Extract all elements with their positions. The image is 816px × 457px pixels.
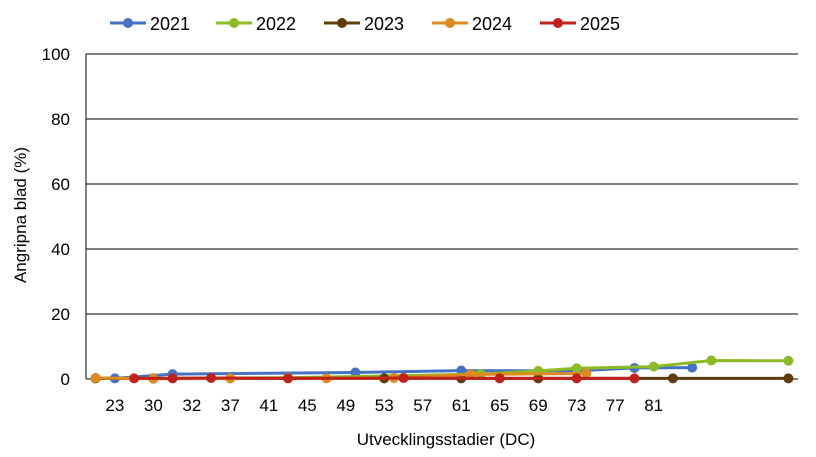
- x-tick-label: 41: [259, 396, 278, 415]
- data-point: [783, 373, 794, 384]
- y-tick-label: 0: [61, 370, 70, 389]
- x-tick-label: 57: [413, 396, 432, 415]
- x-tick-label: 61: [452, 396, 471, 415]
- legend-item-2025: 2025: [540, 14, 620, 34]
- chart-series: [90, 355, 794, 384]
- chart-gridlines: [86, 53, 798, 315]
- data-point: [571, 363, 582, 374]
- data-point: [648, 361, 659, 372]
- data-point: [398, 373, 409, 384]
- data-point: [129, 373, 140, 384]
- x-tick-label: 65: [490, 396, 509, 415]
- x-tick-label: 77: [606, 396, 625, 415]
- y-axis-title: Angripna blad (%): [11, 147, 30, 283]
- legend-marker: [445, 18, 455, 28]
- legend-marker: [337, 18, 347, 28]
- data-point: [90, 373, 101, 384]
- data-point: [629, 373, 640, 384]
- legend-item-2024: 2024: [432, 14, 512, 34]
- y-tick-label: 40: [51, 240, 70, 259]
- y-tick-label: 20: [51, 305, 70, 324]
- legend-item-2022: 2022: [216, 14, 296, 34]
- y-tick-label: 80: [51, 110, 70, 129]
- legend-marker: [553, 18, 563, 28]
- data-point: [494, 373, 505, 384]
- chart-legend: 2021 2022 2023 2024 2025: [110, 14, 620, 34]
- x-tick-label: 23: [105, 396, 124, 415]
- series-2025: [129, 373, 640, 384]
- legend-label: 2022: [256, 14, 296, 34]
- x-tick-label: 49: [336, 396, 355, 415]
- data-point: [571, 373, 582, 384]
- legend-marker: [123, 18, 133, 28]
- legend-label: 2025: [580, 14, 620, 34]
- legend-label: 2023: [364, 14, 404, 34]
- data-point: [783, 355, 794, 366]
- data-point: [206, 373, 217, 384]
- data-point: [167, 373, 178, 384]
- y-tick-label: 60: [51, 175, 70, 194]
- x-axis: 23 30 32 37 41 45 49 53 57 61 65 69 73 77 81: [86, 378, 798, 415]
- data-point: [706, 355, 717, 366]
- x-tick-label: 32: [182, 396, 201, 415]
- x-tick-label: 73: [567, 396, 586, 415]
- data-point: [687, 362, 698, 373]
- legend-item-2023: 2023: [324, 14, 404, 34]
- legend-label: 2024: [472, 14, 512, 34]
- legend-label: 2021: [150, 14, 190, 34]
- legend-item-2021: 2021: [110, 14, 190, 34]
- x-tick-label: 30: [144, 396, 163, 415]
- y-axis: 0 20 40 60 80 100: [42, 45, 87, 389]
- data-point: [667, 373, 678, 384]
- x-tick-label: 37: [221, 396, 240, 415]
- y-tick-label: 100: [42, 45, 70, 64]
- data-point: [283, 373, 294, 384]
- x-tick-label: 69: [529, 396, 548, 415]
- x-tick-label: 81: [644, 396, 663, 415]
- legend-marker: [229, 18, 239, 28]
- x-axis-title: Utvecklingsstadier (DC): [357, 430, 536, 449]
- data-point: [581, 368, 592, 379]
- x-tick-label: 45: [298, 396, 317, 415]
- x-tick-label: 53: [375, 396, 394, 415]
